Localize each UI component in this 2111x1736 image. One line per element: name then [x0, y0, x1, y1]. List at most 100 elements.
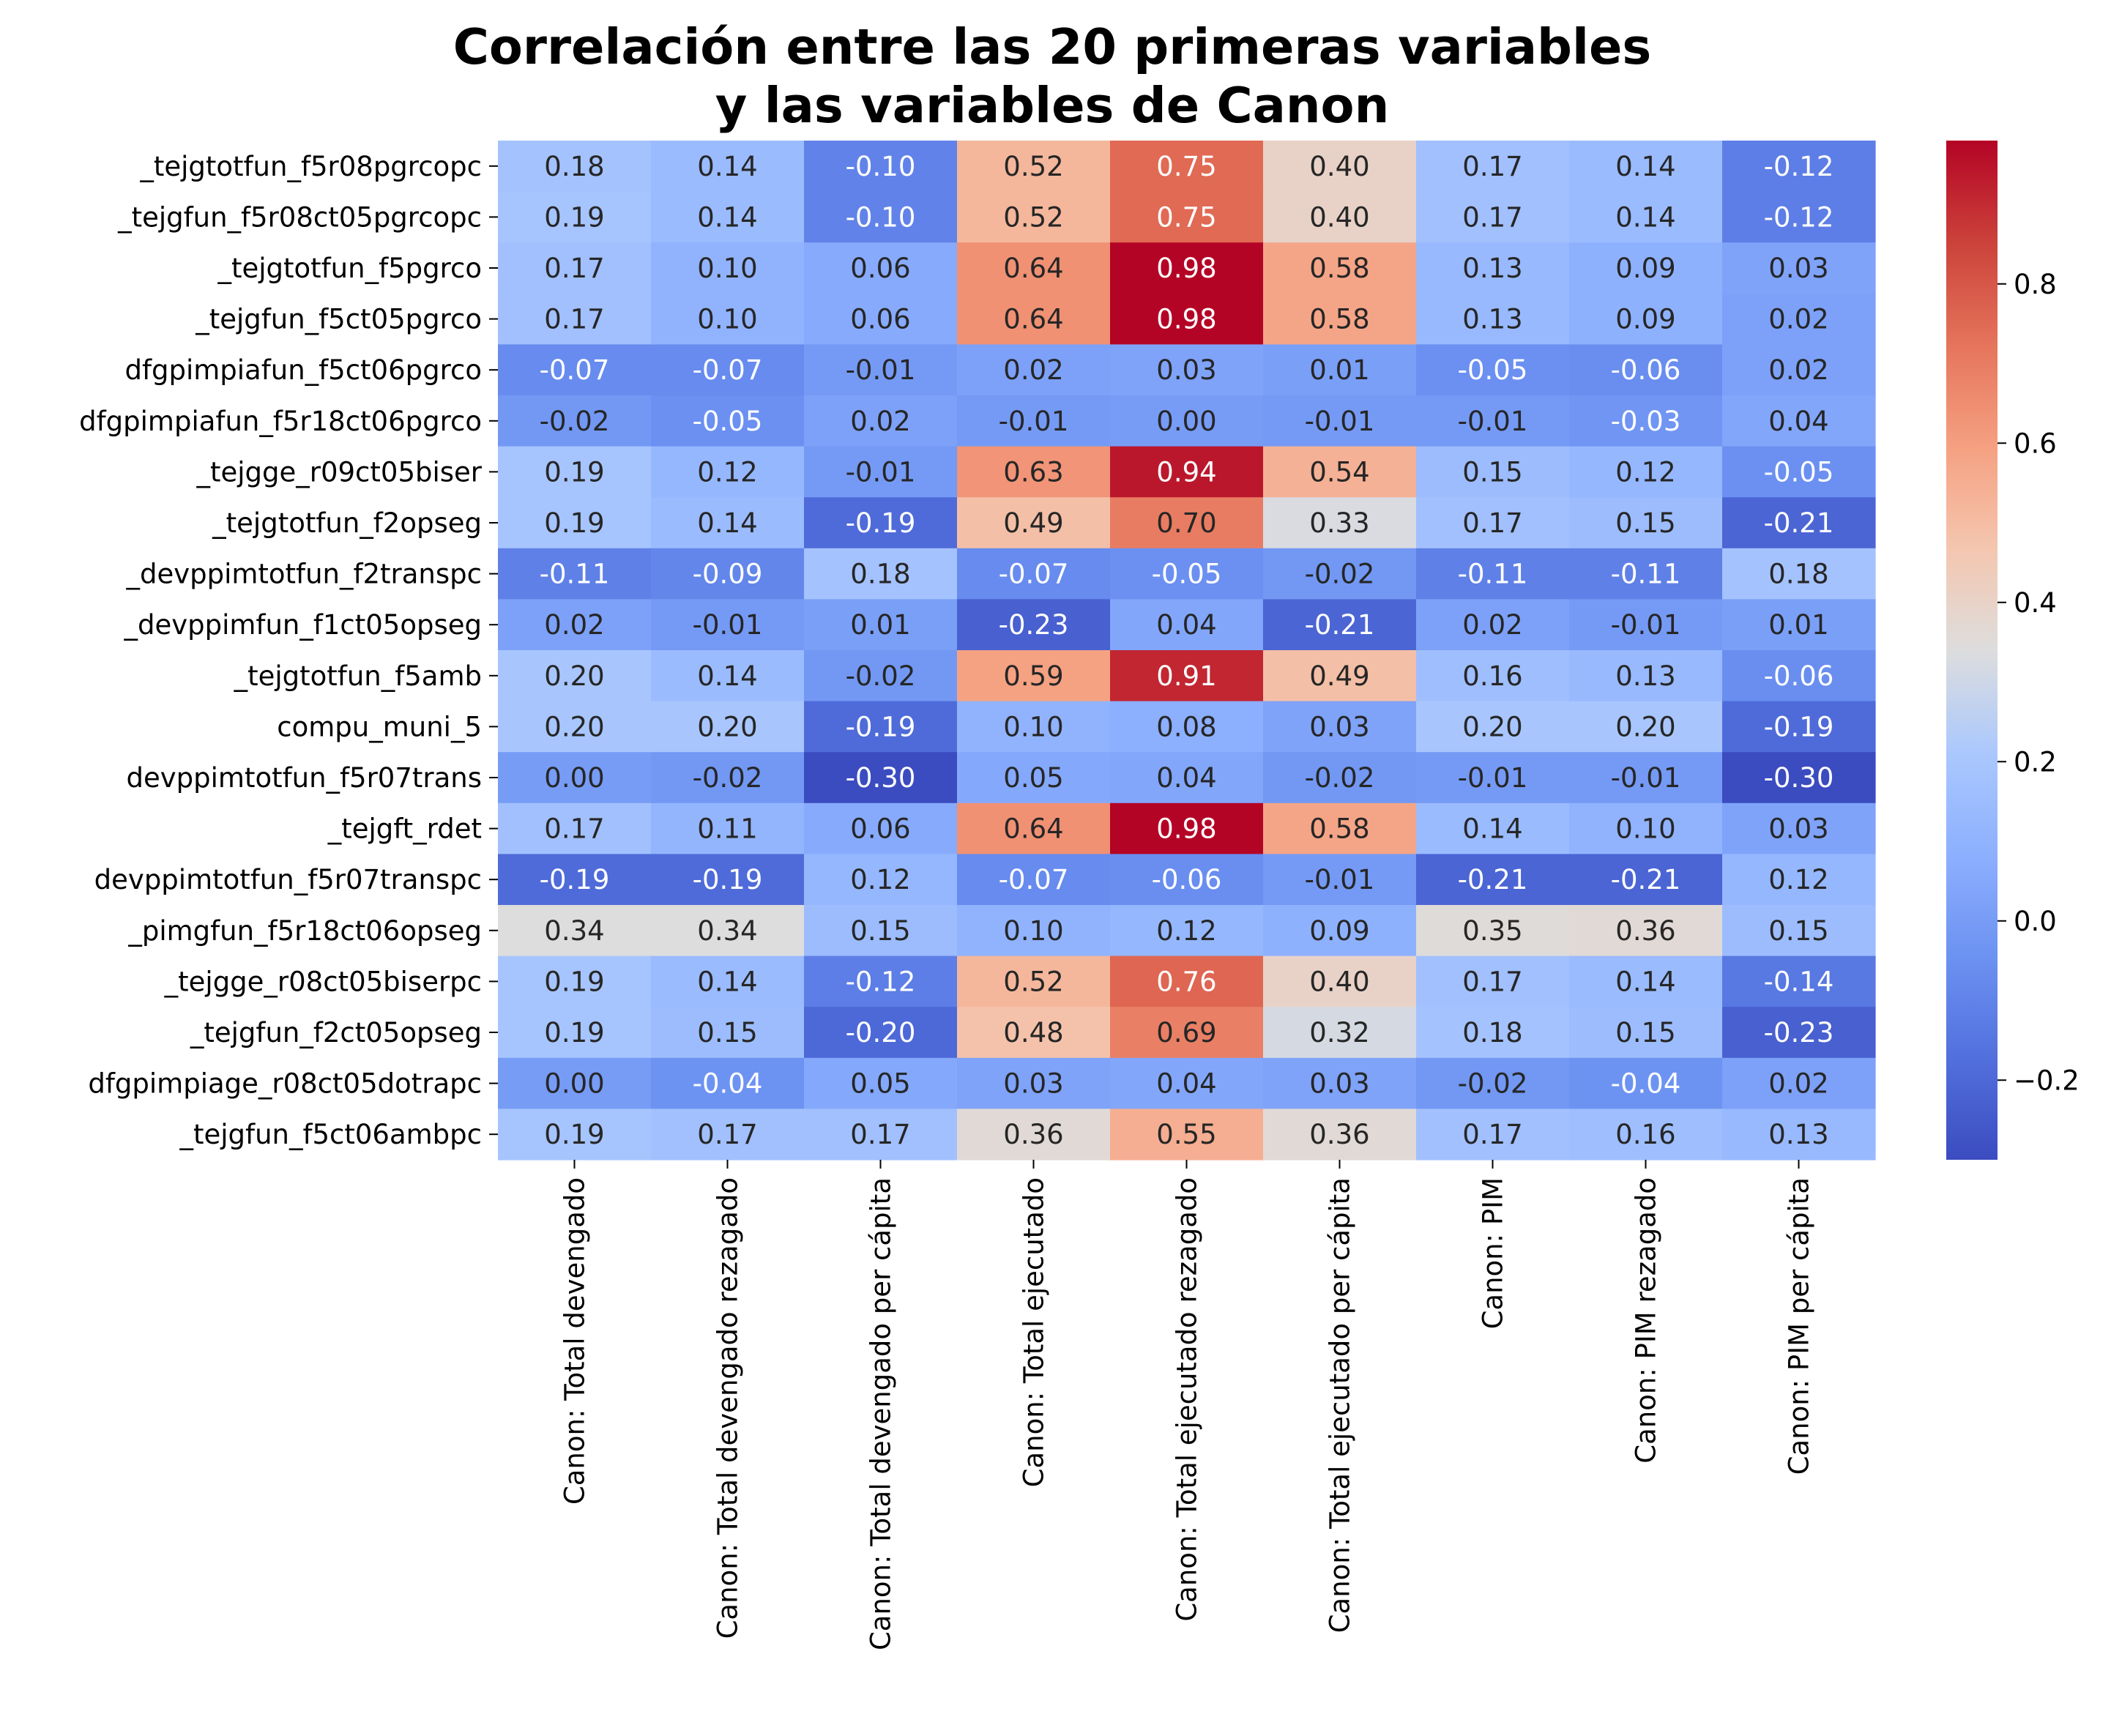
- heatmap-cell: [1722, 955, 1876, 1007]
- colorbar: −0.2 0.0 0.2 0.4 0.6 0.8: [1946, 141, 2080, 1160]
- cell-value-label: -0.30: [846, 762, 916, 794]
- cell-value-label: 0.63: [1003, 456, 1063, 488]
- heatmap-cell: [651, 293, 805, 345]
- cell-value-label: 0.64: [1003, 304, 1063, 335]
- cell-value-label: 0.03: [1003, 1068, 1063, 1100]
- cell-value-label: 0.12: [850, 864, 910, 895]
- cell-value-label: 0.15: [1462, 456, 1522, 488]
- cell-value-label: 0.17: [544, 253, 604, 284]
- heatmap-cell: [804, 802, 958, 854]
- row-label: compu_muni_5: [277, 711, 482, 742]
- heatmap-cell: [1722, 242, 1876, 294]
- cell-value-label: 0.36: [1615, 915, 1675, 947]
- heatmap-cell: [1110, 395, 1264, 447]
- heatmap-cell: [651, 344, 805, 396]
- cell-value-label: -0.02: [1458, 1068, 1528, 1100]
- cell-value-label: 0.48: [1003, 1017, 1063, 1048]
- cell-value-label: 0.52: [1003, 966, 1063, 997]
- cell-value-label: 0.08: [1156, 711, 1216, 742]
- cell-value-label: 0.17: [697, 1119, 757, 1150]
- cell-value-label: 0.55: [1156, 1119, 1216, 1150]
- heatmap-cell: [957, 395, 1111, 447]
- cell-value-label: 0.20: [1615, 711, 1675, 742]
- heatmap-cell: [1722, 1007, 1876, 1059]
- heatmap-cell: [1569, 1007, 1723, 1059]
- cell-value-label: 0.19: [544, 456, 604, 488]
- cell-value-label: 0.10: [1003, 711, 1063, 742]
- heatmap-cell: [1569, 293, 1723, 345]
- cell-value-label: -0.19: [846, 507, 916, 539]
- cell-value-label: 0.75: [1156, 201, 1216, 233]
- heatmap-cell: [1263, 955, 1417, 1007]
- cell-value-label: 0.03: [1309, 1068, 1369, 1100]
- cell-value-label: 0.16: [1615, 1119, 1675, 1150]
- cell-value-label: -0.11: [1611, 559, 1681, 590]
- heatmap-cell: [1722, 854, 1876, 906]
- cell-value-label: 0.36: [1003, 1119, 1063, 1150]
- cell-value-label: 0.15: [1615, 1017, 1675, 1048]
- cell-value-label: 0.19: [544, 507, 604, 539]
- heatmap-cell: [1722, 395, 1876, 447]
- heatmap-cell: [498, 141, 652, 193]
- cell-value-label: -0.06: [1611, 354, 1681, 386]
- cell-value-label: 0.03: [1768, 813, 1828, 845]
- heatmap-cell: [1110, 650, 1264, 702]
- heatmap-cell: [1263, 1109, 1417, 1161]
- heatmap-cell: [957, 548, 1111, 600]
- row-label: _pimgfun_f5r18ct06opseg: [127, 915, 482, 947]
- cell-value-label: -0.30: [1764, 762, 1834, 794]
- column-labels: Canon: Total devengado Canon: Total deven…: [559, 1160, 1815, 1650]
- cell-value-label: 0.14: [697, 151, 757, 182]
- heatmap-cell: [651, 599, 805, 651]
- heatmap-cell: [1722, 599, 1876, 651]
- heatmap-cell: [1416, 395, 1570, 447]
- colorbar-tick-label: 0.0: [2014, 906, 2057, 937]
- heatmap-cell: [1416, 701, 1570, 753]
- cell-value-label: 0.20: [544, 660, 604, 692]
- heatmap-cell: [1110, 293, 1264, 345]
- row-label: dfgpimpiage_r08ct05dotrapc: [88, 1068, 482, 1100]
- heatmap-cell: [651, 955, 805, 1007]
- cell-value-label: 0.20: [1462, 711, 1522, 742]
- cell-value-label: 0.17: [1462, 151, 1522, 182]
- heatmap-cell: [804, 446, 958, 498]
- row-label: dfgpimpiafun_f5r18ct06pgrco: [79, 406, 482, 437]
- heatmap-cell: [1416, 293, 1570, 345]
- heatmap-cell: [1110, 1007, 1264, 1059]
- heatmap-cell: [1416, 905, 1570, 957]
- cell-value-label: -0.12: [1764, 151, 1834, 182]
- heatmap-cell: [957, 701, 1111, 753]
- cell-value-label: 0.91: [1156, 660, 1216, 692]
- heatmap-cell: [804, 1057, 958, 1109]
- cell-value-label: 0.33: [1309, 507, 1369, 539]
- heatmap-cell: [498, 395, 652, 447]
- heatmap-cell: [1722, 293, 1876, 345]
- cell-value-label: 0.19: [544, 966, 604, 997]
- heatmap-cell: [498, 905, 652, 957]
- row-label: _tejgfun_f5r08ct05pgrcopc: [117, 201, 482, 233]
- cell-value-label: -0.02: [846, 660, 916, 692]
- heatmap-cell: [1416, 854, 1570, 906]
- heatmap-cell: [1722, 446, 1876, 498]
- cell-value-label: -0.07: [540, 354, 610, 386]
- cell-value-label: 0.13: [1462, 304, 1522, 335]
- cell-value-label: -0.05: [1764, 456, 1834, 488]
- heatmap-cell: [1110, 701, 1264, 753]
- cell-value-label: 0.02: [1003, 354, 1063, 386]
- heatmap-cell: [957, 242, 1111, 294]
- cell-value-label: -0.01: [1305, 864, 1375, 895]
- heatmap-cell: [1263, 141, 1417, 193]
- heatmap-cell: [1263, 650, 1417, 702]
- cell-value-label: 0.10: [697, 253, 757, 284]
- cell-value-label: 0.06: [850, 813, 910, 845]
- heatmap-cell: [498, 1109, 652, 1161]
- heatmap-cell: [957, 1057, 1111, 1109]
- cell-value-label: -0.03: [1611, 406, 1681, 437]
- heatmap-cell: [804, 1007, 958, 1059]
- cell-value-label: -0.07: [693, 354, 763, 386]
- heatmap-cell: [1110, 1109, 1264, 1161]
- row-label: _tejgtotfun_f5r08pgrcopc: [139, 151, 482, 182]
- cell-value-label: 0.75: [1156, 151, 1216, 182]
- row-label: _tejgtotfun_f5pgrco: [217, 253, 482, 284]
